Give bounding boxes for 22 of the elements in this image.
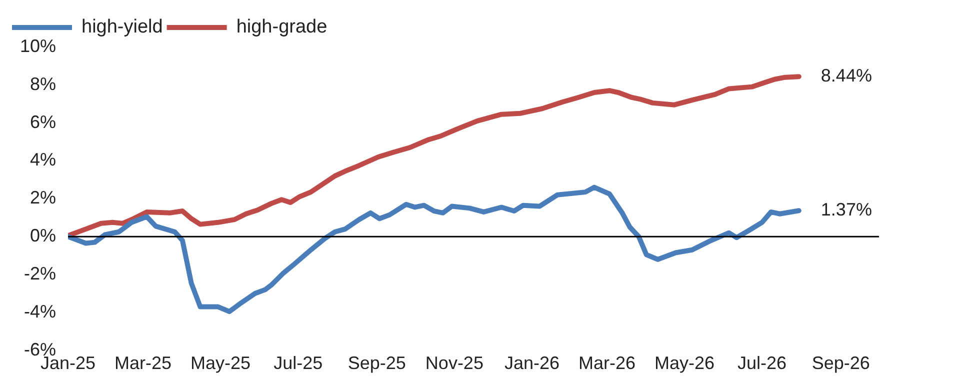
x-tick-label: Jul-25 bbox=[274, 353, 323, 374]
x-tick-label: Mar-26 bbox=[578, 353, 636, 374]
y-tick-label: 10% bbox=[20, 36, 56, 56]
annotation: 8.44% bbox=[820, 66, 872, 86]
y-tick-label: 2% bbox=[30, 188, 56, 208]
x-tick-label: May-26 bbox=[654, 353, 715, 374]
x-tick-label: Sep-26 bbox=[812, 353, 870, 374]
y-tick-label: 0% bbox=[30, 226, 56, 246]
legend-label: high-grade bbox=[236, 16, 328, 38]
y-tick-label: 8% bbox=[30, 74, 56, 94]
y-tick-label: 6% bbox=[30, 112, 56, 132]
annotation: 1.37% bbox=[820, 200, 872, 220]
y-tick-label: -4% bbox=[24, 301, 56, 322]
x-tick-label: Jul-26 bbox=[738, 353, 787, 374]
legend-label: high-yield bbox=[82, 16, 163, 38]
y-tick-label: -2% bbox=[24, 264, 56, 284]
x-tick-label: Sep-25 bbox=[348, 353, 406, 374]
x-tick-label: Nov-25 bbox=[425, 353, 484, 374]
x-tick-label: Mar-25 bbox=[114, 353, 172, 374]
y-tick-label: 4% bbox=[30, 150, 56, 170]
x-tick-label: May-25 bbox=[190, 353, 251, 374]
x-tick-label: Jan-26 bbox=[504, 353, 560, 374]
